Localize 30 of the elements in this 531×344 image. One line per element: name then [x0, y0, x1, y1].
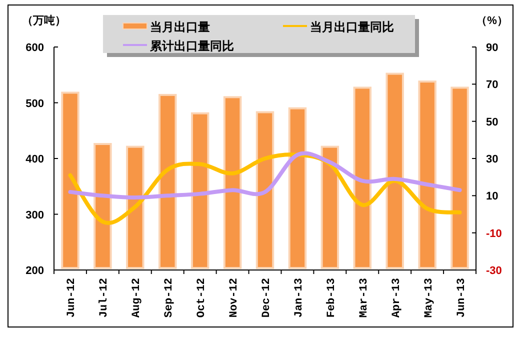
x-tick-label: Sep-12: [164, 278, 176, 318]
y2-tick-label: 10: [486, 190, 498, 203]
legend-label: 当月出口量同比: [310, 20, 394, 34]
x-tick-label: Feb-13: [326, 278, 338, 318]
y2-axis-title: （%）: [476, 15, 508, 27]
x-tick-label: Mar-13: [358, 278, 370, 318]
x-tick-label: Nov-12: [228, 278, 241, 318]
legend-label: 累计出口量同比: [149, 39, 234, 53]
x-tick-label: May-13: [423, 278, 436, 318]
x-tick-label: Apr-13: [390, 278, 403, 318]
x-tick-label: Jan-13: [293, 278, 306, 318]
y2-tick-label: 90: [486, 42, 498, 54]
y-axis-title: （万吨）: [22, 14, 66, 27]
x-tick-label: Jun-12: [66, 278, 78, 318]
x-tick-label: Aug-12: [131, 278, 144, 318]
x-tick-label: Jul-12: [98, 278, 111, 318]
x-tick-label: Jun-13: [456, 278, 468, 318]
x-tick-label: Dec-12: [261, 278, 273, 318]
y-tick-label: 300: [26, 209, 44, 222]
y2-tick-label: 70: [486, 79, 498, 92]
legend-label: 当月出口量: [150, 20, 210, 34]
y2-tick-label: 30: [486, 154, 498, 166]
y-tick-label: 200: [26, 265, 44, 277]
x-tick-label: Oct-12: [196, 278, 208, 318]
y-tick-label: 500: [26, 98, 44, 110]
y2-tick-label: -10: [486, 228, 502, 240]
y2-tick-label: 50: [486, 116, 498, 128]
y2-tick-label: -30: [486, 265, 502, 277]
y-tick-label: 400: [26, 154, 44, 166]
y-tick-label: 600: [26, 42, 44, 54]
